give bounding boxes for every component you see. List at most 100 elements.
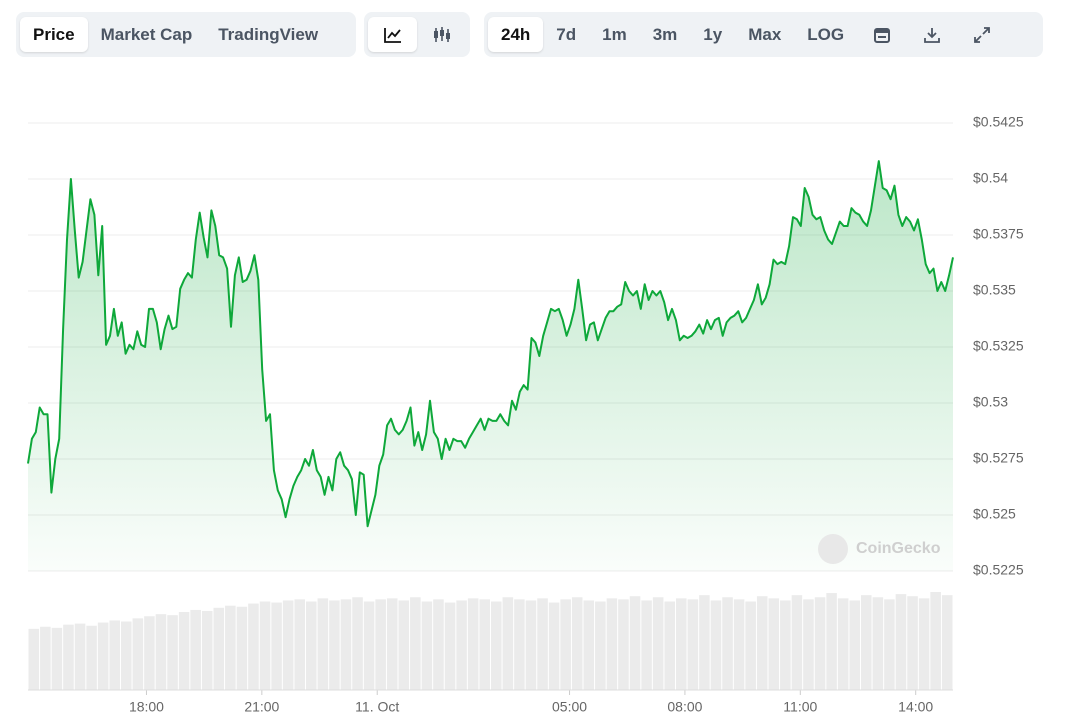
volume-bar <box>895 594 907 690</box>
volume-bar <box>329 600 340 690</box>
volume-bar <box>768 598 780 690</box>
price-area <box>28 161 953 571</box>
volume-bar <box>571 597 583 690</box>
volume-bar <box>271 602 282 690</box>
volume-bar <box>259 601 271 690</box>
line-chart-button[interactable] <box>368 17 417 52</box>
candle-chart-button[interactable] <box>417 17 466 52</box>
range[interactable]: Max <box>748 24 782 44</box>
volume-bar <box>248 603 259 690</box>
y-tick-label: $0.5275 <box>973 450 1024 466</box>
volume-bar <box>583 600 595 690</box>
tab[interactable]: TradingView <box>218 24 319 44</box>
volume-bar <box>918 598 930 690</box>
volume-bar <box>201 610 213 690</box>
range[interactable]: 1y <box>703 24 723 44</box>
chart-style <box>364 12 470 57</box>
y-tick-label: $0.5225 <box>973 562 1024 578</box>
volume-bar <box>375 599 386 690</box>
volume-bar <box>861 595 872 690</box>
volume-bar <box>814 597 826 690</box>
x-tick-label: 05:00 <box>552 699 587 715</box>
volume-bar <box>225 605 236 690</box>
volume-bar <box>595 601 606 690</box>
volume-bar <box>467 598 479 690</box>
volume-bar <box>826 593 837 690</box>
volume-bar <box>144 616 155 690</box>
volume-bar <box>537 598 548 690</box>
y-tick-label: $0.525 <box>973 506 1016 522</box>
volume-bar <box>433 599 444 690</box>
range[interactable]: 1m <box>602 24 627 44</box>
price-line <box>27 160 954 528</box>
watermark: CoinGecko <box>818 534 941 564</box>
y-tick-label: $0.54 <box>973 170 1008 186</box>
view-tabs: Price Market Cap TradingView <box>16 12 356 57</box>
volume-bar <box>525 600 537 690</box>
range[interactable]: LOG <box>807 24 845 44</box>
volume-bar <box>398 600 410 690</box>
x-tick-label: 18:00 <box>129 699 164 715</box>
range[interactable]: 24h <box>488 17 544 52</box>
volume-bar <box>780 600 791 690</box>
volume-bar <box>363 601 375 690</box>
volume-bar <box>514 599 525 690</box>
volume-bar <box>74 623 86 690</box>
volume-bar <box>722 597 733 690</box>
volume-bar <box>756 596 768 690</box>
download-button[interactable] <box>907 17 957 52</box>
x-tick-label: 08:00 <box>667 699 702 715</box>
volume-bar <box>190 609 201 690</box>
tab[interactable]: Price <box>20 17 88 52</box>
volume-bar <box>340 599 352 690</box>
volume-bar <box>745 601 756 690</box>
x-tick-label: 11:00 <box>783 699 817 715</box>
volume-bar <box>803 599 814 690</box>
volume-bar <box>548 602 560 690</box>
x-tick-label: 11. Oct <box>355 699 399 715</box>
volume-bar <box>733 599 745 690</box>
volume-bar <box>629 596 641 690</box>
volume-bar <box>155 614 167 690</box>
y-tick-label: $0.5425 <box>973 114 1024 130</box>
volume-bar <box>491 601 502 690</box>
volume-bar <box>930 592 941 690</box>
volume-bar <box>294 599 305 690</box>
volume-bar <box>282 600 294 690</box>
volume-bar <box>86 625 97 690</box>
volume-bar <box>213 607 225 690</box>
calendar-button[interactable] <box>857 17 907 52</box>
volume-bar <box>317 598 329 690</box>
tab[interactable]: Market Cap <box>100 24 193 44</box>
volume-bar <box>560 599 571 690</box>
range[interactable]: 7d <box>556 24 577 44</box>
volume-bar <box>386 598 398 690</box>
volume-bar <box>710 600 722 690</box>
volume-bar <box>872 597 884 690</box>
volume-bar <box>687 599 699 690</box>
volume-bar <box>40 626 51 690</box>
volume-bar <box>456 600 467 690</box>
volume-bar <box>884 599 895 690</box>
volume-bar <box>479 599 490 690</box>
range[interactable]: 3m <box>652 24 678 44</box>
y-tick-label: $0.5325 <box>973 338 1024 354</box>
y-tick-label: $0.5375 <box>973 226 1024 242</box>
x-tick-label: 14:00 <box>898 699 933 715</box>
volume-bar <box>606 598 618 690</box>
volume-bar <box>664 601 675 690</box>
volume-bar <box>132 618 144 690</box>
volume-bar <box>352 597 363 690</box>
fullscreen-button[interactable] <box>957 17 1007 52</box>
volume-bar <box>51 627 63 690</box>
volume-bar <box>791 595 803 690</box>
volume-bar <box>167 615 178 690</box>
volume-bar <box>849 600 860 690</box>
volume-bar <box>618 599 629 690</box>
volume-bar <box>236 606 248 690</box>
volume-bar <box>306 601 317 690</box>
volume-bar <box>699 595 710 690</box>
volume-bar <box>676 598 687 690</box>
